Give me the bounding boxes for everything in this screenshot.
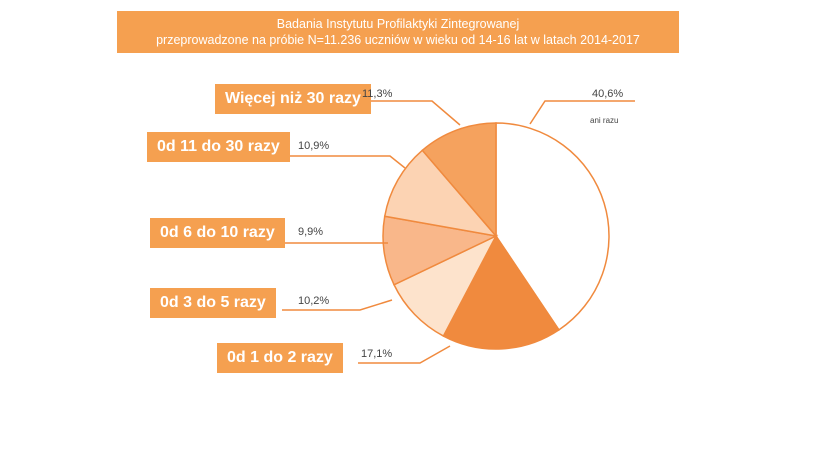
pie-slice-none [495, 122, 610, 331]
category-label-more-than-30: Więcej niż 30 razy [215, 84, 371, 114]
pct-label-11-30: 10,9% [298, 140, 330, 152]
pct-label-none: 40,6% [592, 88, 624, 100]
pct-label-1-2: 17,1% [361, 348, 393, 360]
leader-line-3-5 [282, 299, 393, 311]
pie-slices [382, 122, 610, 350]
pie-slice-3-5 [393, 234, 498, 338]
pie-slice-1-2 [442, 234, 560, 350]
pct-label-3-5: 10,2% [298, 295, 330, 307]
leader-lines [282, 100, 635, 364]
pct-label-6-10: 9,9% [298, 226, 324, 238]
category-label-3-5: 0d 3 do 5 razy [150, 288, 276, 318]
chart-title-line-2: przeprowadzone na próbie N=11.236 ucznió… [156, 33, 640, 47]
pie-slice-11-30 [383, 149, 498, 238]
chart-title-line-1: Badania Instytutu Profilaktyki Zintegrow… [276, 17, 520, 31]
leader-line-1-2 [358, 345, 451, 364]
category-label-1-2: 0d 1 do 2 razy [217, 343, 343, 373]
leader-line-none [529, 100, 635, 125]
leader-line-more-than-30 [360, 100, 461, 126]
category-label-none: ani razu [590, 116, 619, 125]
category-label-11-30: 0d 11 do 30 razy [147, 132, 290, 162]
leader-line-11-30 [282, 155, 406, 169]
pct-label-more-than-30: 11,3% [362, 88, 393, 100]
pie-slice-more-than-30 [421, 122, 497, 239]
chart-title-banner: Badania Instytutu Profilaktyki Zintegrow… [117, 11, 679, 53]
category-label-6-10: 0d 6 do 10 razy [150, 218, 285, 248]
